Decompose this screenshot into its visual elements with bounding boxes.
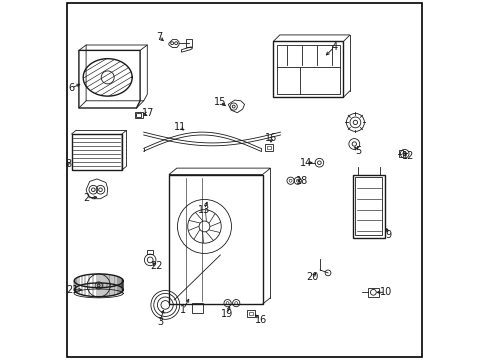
Text: 5: 5 bbox=[354, 146, 360, 156]
Text: 3: 3 bbox=[157, 317, 163, 327]
Text: 14: 14 bbox=[299, 158, 311, 168]
Text: 17: 17 bbox=[142, 108, 154, 118]
Text: 19: 19 bbox=[221, 309, 233, 319]
Text: 12: 12 bbox=[401, 150, 414, 161]
Text: 9: 9 bbox=[385, 230, 391, 240]
Text: 2: 2 bbox=[83, 193, 89, 203]
Text: 8: 8 bbox=[65, 159, 71, 169]
Text: 1: 1 bbox=[180, 305, 186, 315]
Text: 4: 4 bbox=[331, 42, 337, 52]
Text: 6: 6 bbox=[68, 83, 74, 93]
Text: 16: 16 bbox=[265, 132, 277, 143]
Text: 15: 15 bbox=[213, 96, 226, 107]
Text: 11: 11 bbox=[173, 122, 185, 132]
Text: 20: 20 bbox=[305, 272, 318, 282]
Text: 7: 7 bbox=[155, 32, 162, 42]
Text: 10: 10 bbox=[379, 287, 391, 297]
Text: 13: 13 bbox=[198, 204, 210, 215]
Text: 16: 16 bbox=[254, 315, 266, 325]
Text: 22: 22 bbox=[150, 261, 162, 271]
Text: 21: 21 bbox=[66, 285, 79, 295]
Text: 18: 18 bbox=[295, 176, 307, 186]
